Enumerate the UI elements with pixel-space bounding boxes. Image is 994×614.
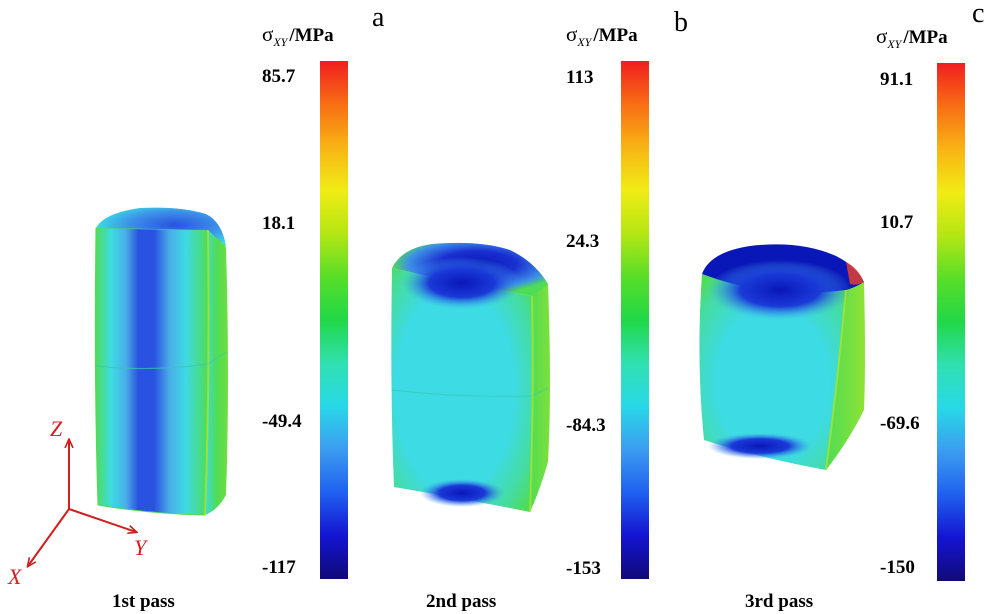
panel-b-symbol: σ (566, 22, 577, 46)
panel-c-tick-upper: 10.7 (880, 212, 914, 233)
body-3rd-pass (699, 244, 865, 471)
svg-text:σXY/MPa: σXY/MPa (262, 22, 334, 49)
panel-c-labels: σXY/MPa c 91.1 10.7 -69.6 -150 3rd pass (745, 0, 984, 612)
body-2-front-face (391, 268, 533, 512)
panel-b-labels: σXY/MPa b 113 24.3 -84.3 -153 2nd pass (426, 7, 688, 612)
body-2nd-pass (391, 242, 550, 513)
panel-a-labels: σXY/MPa a 85.7 18.1 -49.4 -117 1st pass (112, 2, 385, 612)
panel-a-tick-min: -117 (262, 557, 296, 578)
body-3-side-face (826, 281, 865, 470)
colorbar-a (320, 61, 348, 579)
panel-b-letter: b (674, 7, 688, 38)
y-axis-label: Y (134, 535, 149, 560)
body-1-front-face (94, 227, 210, 516)
x-axis-arrow (28, 508, 70, 566)
panel-a-caption: 1st pass (112, 591, 175, 612)
panel-c-symbol: σ (876, 24, 887, 48)
body-1-top-face (96, 207, 226, 246)
panel-a-unit: /MPa (288, 25, 334, 46)
svg-text:σXY/MPa: σXY/MPa (566, 22, 638, 49)
colorbar-c (937, 63, 965, 581)
body-2-side-face (530, 283, 550, 512)
body-2-upper-blob (402, 257, 522, 309)
panel-c-letter: c (972, 0, 984, 29)
panel-c-tick-max: 91.1 (880, 69, 913, 90)
panel-a-tick-max: 85.7 (262, 66, 296, 87)
panel-b-subscript: XY (576, 35, 592, 49)
z-axis-label: Z (50, 416, 63, 441)
y-axis-arrow (68, 508, 136, 532)
body-3-upper-blob (708, 260, 852, 320)
panel-b-caption: 2nd pass (426, 591, 496, 612)
panel-a-subscript: XY (272, 35, 288, 49)
panel-a-tick-upper: 18.1 (262, 213, 295, 234)
panel-b-unit: /MPa (592, 25, 638, 46)
x-axis-label: X (7, 564, 23, 589)
body-1-side-face (205, 229, 228, 515)
body-2-edge (529, 295, 534, 513)
panel-c-unit: /MPa (902, 27, 948, 48)
panel-c-subscript: XY (886, 37, 902, 51)
panel-c-tick-lower: -69.6 (880, 413, 920, 434)
body-2-lower-blob (420, 479, 504, 507)
body-3-red-corner (846, 262, 864, 285)
panel-b-tick-lower: -84.3 (566, 415, 606, 436)
panel-c-caption: 3rd pass (745, 591, 813, 612)
panel-a-tick-lower: -49.4 (262, 411, 302, 432)
colorbar-b (621, 61, 649, 579)
body-3-front-face (699, 274, 846, 470)
panel-c-tick-min: -150 (880, 557, 915, 578)
panel-b-tick-min: -153 (566, 558, 601, 579)
panel-a-symbol: σ (262, 22, 273, 46)
panel-a-letter: a (372, 2, 385, 33)
body-1-edge (204, 229, 210, 516)
panel-b-tick-upper: 24.3 (566, 231, 599, 252)
coordinate-axes: Z Y X (7, 416, 149, 589)
panel-b-tick-max: 113 (566, 67, 593, 88)
body-3-edge (825, 289, 847, 471)
body-1-seam (95, 351, 227, 370)
svg-text:σXY/MPa: σXY/MPa (876, 24, 948, 51)
body-3-lower-blob (708, 433, 812, 459)
body-1st-pass (94, 207, 228, 516)
body-2-seam (391, 387, 549, 397)
